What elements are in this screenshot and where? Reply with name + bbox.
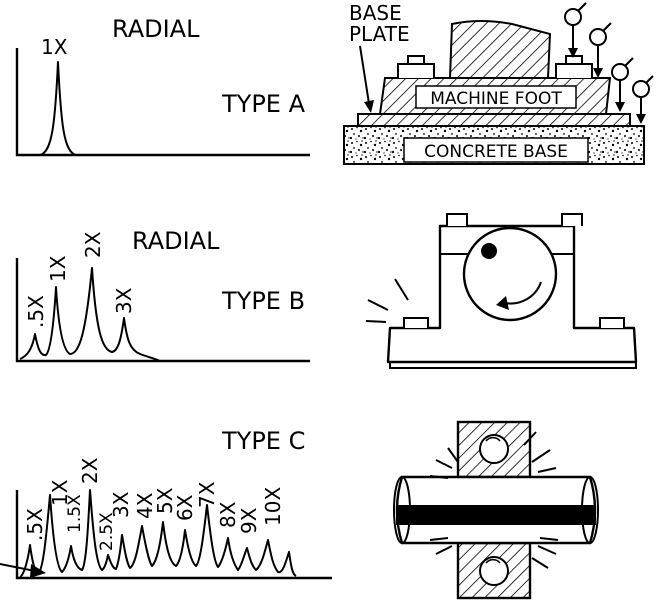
panel-b-peak-label-3x: 3X bbox=[112, 287, 136, 314]
looseness-motion-strokes bbox=[365, 278, 409, 323]
panel-c-peak-label-25x: 2.5X bbox=[97, 512, 117, 551]
panel-a-type-label: TYPE A bbox=[221, 90, 306, 118]
panel-a-peak-1x bbox=[39, 61, 77, 156]
shaft-end-right bbox=[581, 476, 599, 544]
rotation-arrowhead bbox=[496, 296, 509, 310]
panel-c-peak-label-8x: 8X bbox=[216, 501, 240, 528]
concrete-base-label: CONCRETE BASE bbox=[424, 142, 568, 162]
panel-a-peak-label-1x: 1X bbox=[41, 35, 68, 59]
panel-b-spectrum: RADIAL TYPE B .5X 1X 2X 3X bbox=[15, 227, 310, 363]
panel-b-peak-label-1x: 1X bbox=[46, 255, 70, 282]
panel-b-pillow-block-illustration bbox=[365, 213, 638, 369]
base-plate bbox=[357, 113, 631, 127]
panel-b-type-label: TYPE B bbox=[221, 287, 305, 315]
panel-c-bearing-illustration bbox=[393, 420, 599, 600]
pillow-block-base-shadow bbox=[389, 362, 637, 369]
bolt-left bbox=[397, 55, 435, 78]
panel-c-peak-label-5x: 5X bbox=[153, 487, 177, 514]
dial-indicator-3 bbox=[611, 57, 634, 112]
panel-c-peak-label-7x: 7X bbox=[195, 481, 219, 508]
shaft-centerline-band bbox=[396, 505, 596, 525]
panel-c-type-label: TYPE C bbox=[221, 427, 305, 455]
bearing-bore bbox=[462, 226, 558, 322]
rotor-heavy-spot bbox=[481, 243, 497, 259]
panel-c-spectrum: TYPE C .5X 1X 1.5X 2X 2.5X 3X 4X 5X 6X 7… bbox=[0, 427, 332, 580]
panel-c-peak-label-1x: 1X bbox=[48, 479, 72, 506]
panel-c-peak-label-10x: 10X bbox=[261, 487, 285, 526]
panel-b-direction-label: RADIAL bbox=[132, 227, 220, 255]
panel-b-peak-label-2x: 2X bbox=[81, 231, 105, 258]
cap-bolt-right bbox=[561, 213, 583, 226]
panel-c-peak-label-4x: 4X bbox=[133, 492, 157, 519]
panel-c-peaks bbox=[19, 489, 297, 578]
panel-a-spectrum: RADIAL 1X TYPE A bbox=[15, 15, 310, 157]
base-plate-label-line2: PLATE bbox=[349, 22, 410, 46]
base-plate-label-line1: BASE bbox=[349, 1, 402, 25]
cap-bolt-left bbox=[446, 213, 468, 226]
bearing-vibration-strokes bbox=[429, 431, 559, 569]
machine-housing bbox=[448, 20, 552, 79]
base-bolt-left bbox=[403, 317, 429, 328]
dial-indicator-4 bbox=[632, 75, 654, 124]
base-plate-arrowhead bbox=[364, 100, 374, 113]
panel-c-axes bbox=[15, 490, 332, 580]
panel-b-axes bbox=[15, 258, 310, 363]
panel-a-direction-label: RADIAL bbox=[112, 15, 200, 43]
concrete-base-label-box bbox=[403, 137, 589, 163]
panel-a-machine-foot-illustration: CONCRETE BASE MACHINE FOOT BASE PLATE bbox=[343, 1, 654, 165]
dial-indicator-2 bbox=[589, 22, 612, 78]
panel-c-peak-label-2x: 2X bbox=[78, 457, 102, 484]
panel-c-peak-label-6x: 6X bbox=[173, 494, 197, 521]
panel-b-peaks bbox=[19, 267, 161, 362]
panel-c-peak-label-9x: 9X bbox=[237, 507, 261, 534]
dial-indicator-1 bbox=[564, 2, 587, 58]
rolling-element-top bbox=[479, 434, 509, 464]
panel-c-peak-label-3x: 3X bbox=[109, 491, 133, 518]
base-bolt-right bbox=[599, 317, 625, 328]
bolt-right bbox=[555, 55, 593, 78]
panel-b-peak-label-05x: .5X bbox=[24, 295, 48, 328]
panel-a-axes bbox=[15, 48, 310, 157]
rolling-element-bottom bbox=[479, 556, 509, 586]
machine-foot-label: MACHINE FOOT bbox=[430, 89, 562, 109]
shaft-end-left bbox=[393, 476, 411, 544]
panel-c-peak-label-15x: 1.5X bbox=[65, 494, 85, 533]
panel-c-noise-floor-arrowhead bbox=[30, 564, 46, 578]
base-plate-leader bbox=[359, 45, 371, 111]
panel-c-peak-label-05x: .5X bbox=[23, 508, 47, 541]
machine-foot-label-box bbox=[415, 85, 577, 109]
rotation-arc bbox=[504, 281, 542, 305]
